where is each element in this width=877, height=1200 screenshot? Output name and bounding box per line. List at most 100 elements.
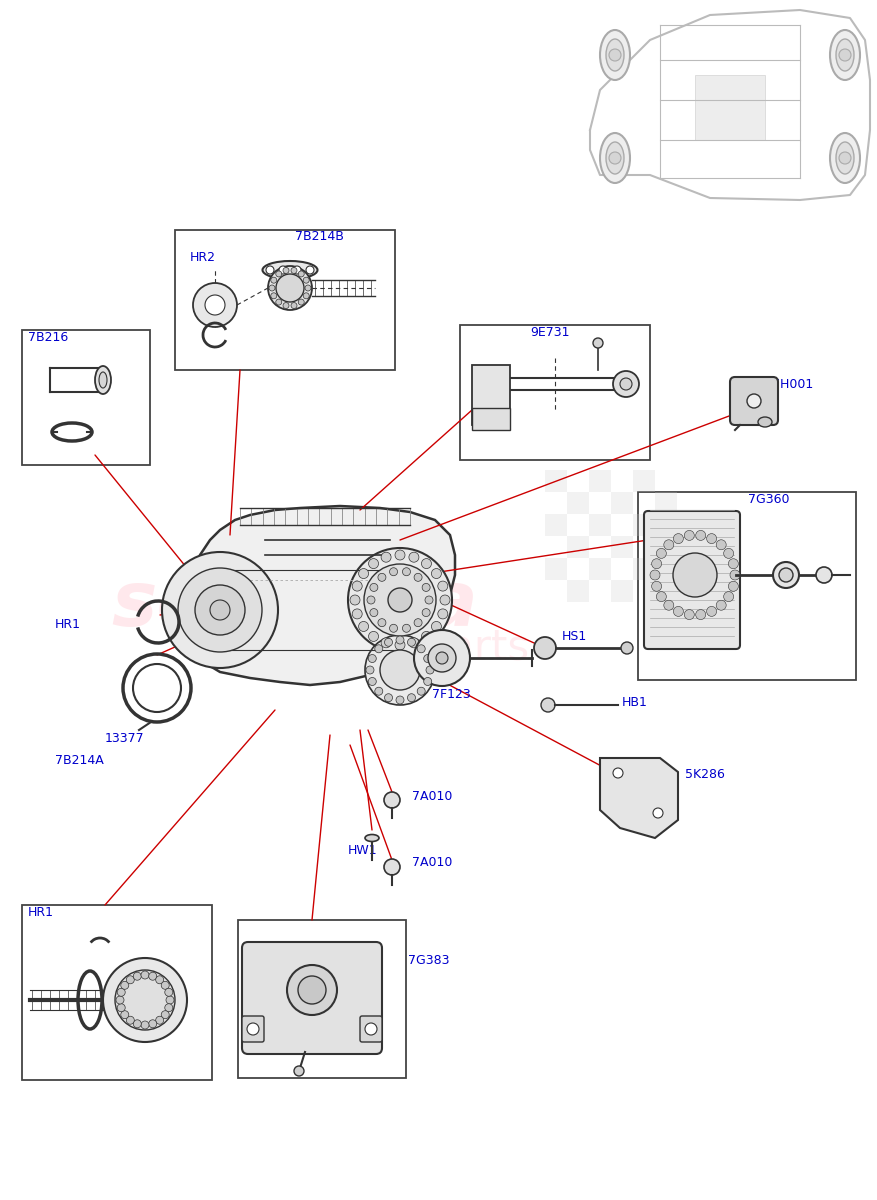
Circle shape — [389, 624, 397, 632]
Text: 7B216: 7B216 — [28, 331, 68, 344]
Text: 7B214A: 7B214A — [55, 754, 103, 767]
Bar — [567, 580, 588, 602]
Circle shape — [165, 989, 173, 996]
Circle shape — [425, 666, 433, 674]
Circle shape — [838, 49, 850, 61]
Circle shape — [270, 293, 276, 299]
Circle shape — [210, 600, 230, 620]
Circle shape — [366, 666, 374, 674]
Circle shape — [358, 622, 368, 631]
Bar — [610, 492, 632, 514]
Circle shape — [133, 972, 141, 980]
Circle shape — [148, 972, 157, 980]
Bar — [632, 514, 654, 536]
Circle shape — [380, 650, 419, 690]
Circle shape — [367, 654, 376, 662]
Bar — [610, 536, 632, 558]
Circle shape — [374, 688, 382, 695]
Circle shape — [417, 688, 424, 695]
Circle shape — [402, 624, 410, 632]
Circle shape — [716, 600, 725, 611]
Circle shape — [620, 642, 632, 654]
Circle shape — [395, 640, 404, 650]
Circle shape — [815, 566, 831, 583]
Ellipse shape — [829, 30, 859, 80]
Circle shape — [297, 976, 325, 1004]
Text: 7F123: 7F123 — [431, 689, 470, 702]
Circle shape — [270, 277, 276, 283]
Circle shape — [609, 49, 620, 61]
Text: 7G383: 7G383 — [408, 954, 449, 966]
Circle shape — [652, 808, 662, 818]
Circle shape — [352, 581, 362, 592]
Circle shape — [695, 610, 705, 619]
Circle shape — [673, 553, 717, 596]
Circle shape — [422, 583, 430, 592]
Circle shape — [772, 562, 798, 588]
Circle shape — [165, 1003, 173, 1012]
Text: 7A010: 7A010 — [411, 857, 452, 870]
Circle shape — [352, 608, 362, 619]
Circle shape — [133, 1020, 141, 1027]
Circle shape — [364, 564, 436, 636]
Circle shape — [838, 152, 850, 164]
Circle shape — [365, 635, 434, 704]
Circle shape — [716, 540, 725, 550]
Circle shape — [204, 295, 225, 314]
Circle shape — [436, 652, 447, 664]
Ellipse shape — [262, 260, 317, 278]
Circle shape — [290, 268, 296, 274]
Circle shape — [118, 989, 125, 996]
Bar — [567, 536, 588, 558]
Circle shape — [268, 284, 275, 290]
Circle shape — [178, 568, 261, 652]
FancyBboxPatch shape — [360, 1016, 381, 1042]
Polygon shape — [695, 74, 764, 140]
Polygon shape — [175, 506, 454, 685]
Circle shape — [367, 678, 376, 685]
Bar — [22, 905, 211, 1080]
Circle shape — [723, 548, 733, 558]
Circle shape — [663, 540, 673, 550]
Circle shape — [369, 583, 377, 592]
Ellipse shape — [599, 133, 630, 182]
Circle shape — [103, 958, 187, 1042]
Circle shape — [287, 965, 337, 1015]
Text: HS1: HS1 — [561, 630, 587, 643]
Text: HW1: HW1 — [347, 844, 377, 857]
Circle shape — [381, 552, 390, 563]
Circle shape — [746, 394, 760, 408]
Circle shape — [723, 592, 733, 601]
Bar — [632, 470, 654, 492]
Circle shape — [421, 631, 431, 642]
Circle shape — [384, 694, 392, 702]
Circle shape — [155, 1016, 163, 1025]
Circle shape — [695, 530, 705, 540]
Circle shape — [126, 976, 134, 984]
Circle shape — [396, 696, 403, 704]
Text: HR1: HR1 — [28, 906, 54, 918]
Circle shape — [424, 596, 432, 604]
Circle shape — [162, 552, 278, 668]
Bar — [545, 514, 567, 536]
Circle shape — [377, 619, 386, 626]
Bar — [632, 558, 654, 580]
Text: HR2: HR2 — [189, 252, 216, 264]
Ellipse shape — [835, 38, 853, 71]
Circle shape — [424, 654, 431, 662]
Circle shape — [267, 266, 311, 310]
Bar — [638, 492, 855, 680]
Circle shape — [275, 299, 282, 305]
Circle shape — [358, 569, 368, 578]
Circle shape — [141, 1021, 149, 1028]
Circle shape — [121, 1010, 129, 1019]
Bar — [654, 492, 676, 514]
Circle shape — [290, 302, 296, 308]
Circle shape — [421, 558, 431, 569]
Circle shape — [266, 266, 274, 274]
Circle shape — [365, 1022, 376, 1034]
Circle shape — [395, 550, 404, 560]
Circle shape — [706, 606, 716, 617]
Text: 7A010: 7A010 — [411, 790, 452, 803]
Circle shape — [778, 568, 792, 582]
